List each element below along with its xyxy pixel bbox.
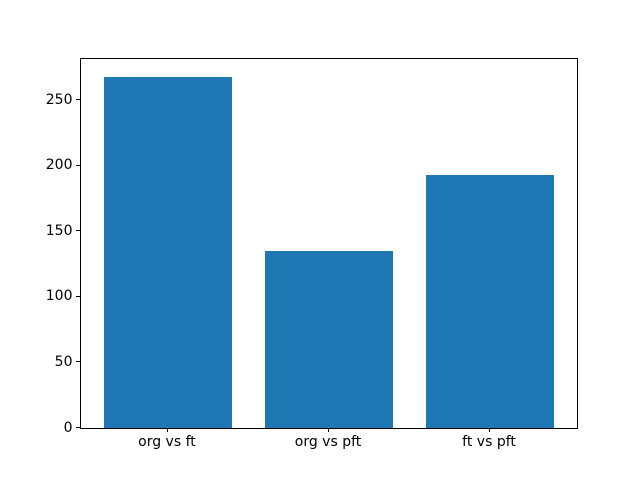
y-tick-label: 150 [45, 222, 73, 239]
y-tick-mark [76, 295, 80, 297]
x-tick-mark [166, 428, 168, 432]
y-tick-mark [76, 164, 80, 166]
y-tick-label: 200 [45, 157, 73, 174]
x-tick-label: ft vs pft [462, 434, 516, 450]
y-tick-label: 0 [63, 419, 73, 436]
bar-org-vs-pft [264, 250, 394, 428]
y-tick-label: 50 [54, 353, 73, 370]
bar-org-vs-ft [103, 76, 233, 428]
x-tick-label: org vs ft [138, 434, 196, 450]
y-tick-label: 250 [45, 91, 73, 108]
x-tick-mark [489, 428, 491, 432]
x-tick-mark [328, 428, 329, 432]
bar-ft-vs-pft [425, 174, 555, 428]
y-tick-mark [76, 427, 80, 428]
y-tick-mark [76, 99, 80, 101]
y-tick-mark [76, 361, 80, 363]
x-tick-label: org vs pft [294, 434, 362, 450]
y-tick-mark [76, 230, 80, 232]
plot-area [80, 58, 578, 429]
y-tick-label: 100 [45, 288, 73, 305]
